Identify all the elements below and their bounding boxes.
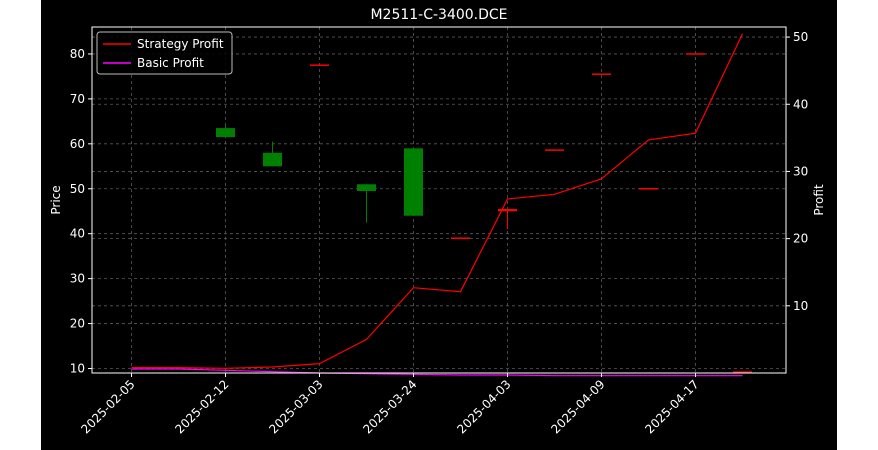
- plot-area-background: [92, 27, 786, 373]
- chart-title: M2511-C-3400.DCE: [370, 7, 507, 23]
- legend-label-basic-profit: Basic Profit: [137, 56, 204, 70]
- left-tick-label-70: 70: [70, 92, 85, 106]
- legend-label-strategy-profit: Strategy Profit: [137, 37, 224, 51]
- left-tick-label-30: 30: [70, 272, 85, 286]
- candle-body-5: [451, 237, 470, 239]
- x-tick-label-6: 2025-04-17: [642, 377, 701, 436]
- candle-body-9: [639, 188, 658, 190]
- x-tick-label-5: 2025-04-09: [548, 377, 607, 436]
- series-line-1: [131, 368, 743, 377]
- y-axis-label-right: Profit: [812, 184, 826, 216]
- y-axis-label-left: Price: [49, 185, 63, 214]
- left-tick-label-80: 80: [70, 47, 85, 61]
- candle-body-8: [592, 73, 611, 75]
- candle-body-6: [498, 208, 517, 212]
- right-tick-label-40: 40: [793, 97, 808, 111]
- left-tick-label-40: 40: [70, 227, 85, 241]
- x-tick-label-4: 2025-04-03: [454, 377, 513, 436]
- legend: Strategy Profit Basic Profit: [96, 31, 233, 75]
- x-tick-label-3: 2025-03-24: [360, 377, 419, 436]
- left-tick-label-20: 20: [70, 317, 85, 331]
- left-tick-label-10: 10: [70, 362, 85, 376]
- left-tick-label-60: 60: [70, 137, 85, 151]
- x-tick-label-1: 2025-02-12: [172, 377, 231, 436]
- candle-body-10: [686, 53, 705, 55]
- candle-body-7: [545, 149, 564, 151]
- candle-body-0: [216, 128, 235, 138]
- right-axis: 10 20 30 40 50: [786, 30, 808, 313]
- profit-lines: [131, 33, 744, 377]
- candlesticks: [216, 53, 752, 373]
- candle-body-2: [310, 64, 329, 66]
- x-tick-label-0: 2025-02-05: [78, 377, 137, 436]
- grid-lines: [92, 27, 786, 373]
- right-tick-label-10: 10: [793, 299, 808, 313]
- x-axis: 2025-02-05 2025-02-12 2025-03-03 2025-03-24…: [78, 373, 702, 436]
- candle-body-1: [263, 152, 282, 167]
- candle-body-3: [357, 184, 376, 192]
- left-axis: 10 20 30 40 50 60 70 80: [70, 47, 92, 376]
- left-tick-label-50: 50: [70, 182, 85, 196]
- right-tick-label-50: 50: [793, 30, 808, 44]
- candle-body-11: [733, 371, 752, 373]
- right-tick-label-20: 20: [793, 232, 808, 246]
- series-line-0: [131, 33, 744, 369]
- candle-body-4: [404, 148, 423, 216]
- chart-figure: 10 20 30 40 50 60 70 80 10 20 30 40 50 2025-02-05 20…: [41, 0, 837, 450]
- x-tick-label-2: 2025-03-03: [266, 377, 325, 436]
- plot-frame: [91, 26, 787, 374]
- right-tick-label-30: 30: [793, 164, 808, 178]
